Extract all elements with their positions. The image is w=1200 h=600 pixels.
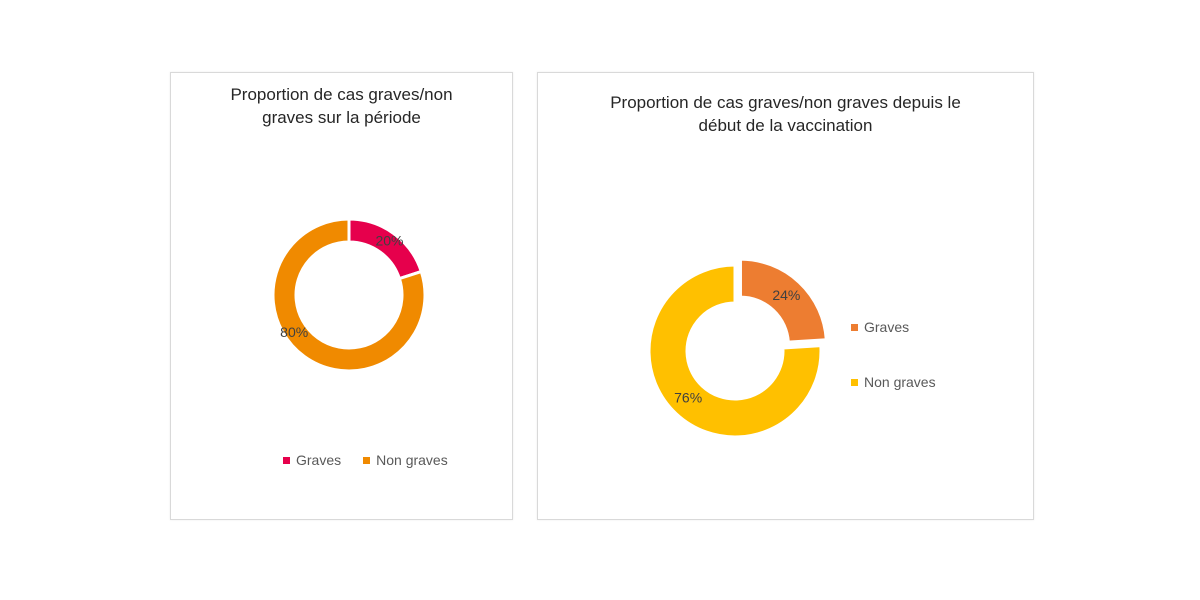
legend-label-non-graves: Non graves xyxy=(864,374,936,390)
legend-label-graves: Graves xyxy=(864,319,910,335)
legend-swatch-non-graves xyxy=(851,378,858,386)
legend-item-non-graves: Non graves xyxy=(851,374,936,390)
legend-label-non-graves: Non graves xyxy=(376,452,448,468)
legend-label-graves: Graves xyxy=(296,452,342,468)
donut-slice-non-graves xyxy=(271,217,427,373)
donut-chart-1: 20% 80% xyxy=(271,217,427,373)
donut-slice-non-graves xyxy=(647,263,823,439)
legend-item-graves: Graves xyxy=(283,452,341,468)
legend: Graves Non graves xyxy=(851,319,936,390)
chart-panel-2: Proportion de cas graves/non graves depu… xyxy=(537,72,1034,520)
chart-panel-1: Proportion de cas graves/non graves sur … xyxy=(170,72,513,520)
legend-swatch-graves xyxy=(851,323,858,331)
legend-item-graves: Graves xyxy=(851,319,936,335)
legend-swatch-non-graves xyxy=(363,456,371,464)
data-label-non-graves: 80% xyxy=(280,324,308,340)
legend-swatch-graves xyxy=(283,456,290,464)
donut-chart-2: 24% 76% xyxy=(647,257,828,439)
legend: Graves Non graves xyxy=(283,452,448,468)
chart-title: Proportion de cas graves/non graves sur … xyxy=(230,85,453,127)
donut-slice-graves xyxy=(738,257,828,344)
data-label-graves: 24% xyxy=(772,287,800,303)
data-label-non-graves: 76% xyxy=(674,390,702,406)
legend-item-non-graves: Non graves xyxy=(363,452,448,468)
donut-slice-graves xyxy=(347,217,424,281)
chart-title: Proportion de cas graves/non graves depu… xyxy=(610,93,961,135)
data-label-graves: 20% xyxy=(375,232,403,248)
